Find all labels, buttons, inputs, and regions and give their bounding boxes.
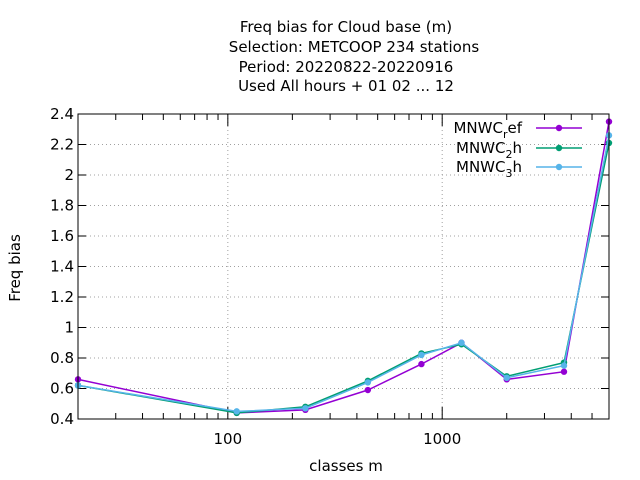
y-tick-label: 2.4 xyxy=(50,105,74,123)
plot-frame xyxy=(77,113,610,420)
y-tick-label: 1.8 xyxy=(50,197,74,215)
series-1 xyxy=(74,118,613,417)
series-3 xyxy=(74,132,613,415)
legend-label: MNWC2h xyxy=(456,139,522,161)
series-2 xyxy=(74,139,613,417)
legend-label: MNWCref xyxy=(453,119,522,141)
y-tick-label: 0.6 xyxy=(50,380,74,398)
tick-labels: 0.4 0.6 0.8 1 1.2 1.4 1.6 1.8 2 2.2 2.4 100 1000 xyxy=(50,105,461,448)
data-point xyxy=(364,386,372,394)
grid xyxy=(78,114,609,419)
title-line-3: Period: 20220822-20220916 xyxy=(239,58,454,76)
data-point xyxy=(418,351,425,359)
data-point xyxy=(458,339,465,346)
y-tick-label: 2.2 xyxy=(50,136,74,154)
x-tick-label: 1000 xyxy=(423,430,461,448)
data-point xyxy=(560,362,568,369)
legend-marker xyxy=(555,163,563,171)
y-axis-label: Freq bias xyxy=(6,234,24,302)
legend-entry-3: MNWC3h xyxy=(456,158,582,180)
legend-entry-2: MNWC2h xyxy=(456,139,582,161)
data-point xyxy=(302,405,309,412)
x-tick-label: 100 xyxy=(214,430,243,448)
chart-title: Freq bias for Cloud base (m) Selection: … xyxy=(229,18,480,95)
title-line-1: Freq bias for Cloud base (m) xyxy=(240,18,452,36)
legend-label: MNWC3h xyxy=(456,158,522,180)
y-tick-label: 1.6 xyxy=(50,227,74,245)
data-point xyxy=(560,368,568,375)
y-tick-label: 0.4 xyxy=(50,410,74,428)
y-tick-label: 1.4 xyxy=(50,258,74,276)
x-axis-label: classes m xyxy=(309,457,383,475)
legend-marker xyxy=(555,144,563,152)
series-layer xyxy=(74,118,613,417)
y-tick-label: 1.2 xyxy=(50,288,74,306)
legend-entry-1: MNWCref xyxy=(453,119,582,141)
y-tick-label: 0.8 xyxy=(50,349,74,367)
data-point xyxy=(503,374,510,382)
legend-marker xyxy=(555,124,563,132)
data-point xyxy=(418,360,425,368)
y-tick-label: 2 xyxy=(64,166,74,184)
y-tick-label: 1 xyxy=(64,319,74,337)
title-line-2: Selection: METCOOP 234 stations xyxy=(229,38,480,56)
series-line xyxy=(77,135,610,413)
data-point xyxy=(364,379,372,386)
title-line-4: Used All hours + 01 02 ... 12 xyxy=(238,77,454,95)
series-line xyxy=(77,121,610,414)
data-point xyxy=(233,408,240,415)
